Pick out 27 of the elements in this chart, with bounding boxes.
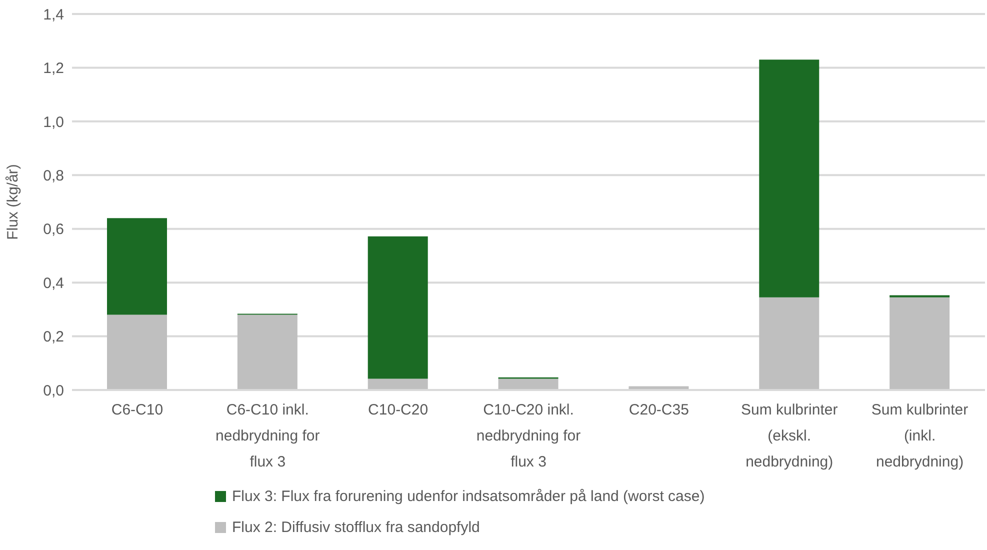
y-axis-title: Flux (kg/år) — [4, 164, 22, 240]
y-tick-label: 1,4 — [43, 6, 64, 24]
x-tick-label: C20-C35 — [628, 402, 689, 419]
x-tick-label: C6-C10 inkl. nedbrydning for flux 3 — [216, 402, 320, 471]
bar — [107, 218, 167, 315]
bar — [890, 297, 950, 390]
bar — [368, 236, 428, 379]
x-tick-label: Sum kulbrinter (ekskl. nedbrydning) — [741, 402, 838, 471]
y-tick-label: 0,0 — [43, 382, 64, 400]
legend-label: Flux 3: Flux fra forurening udenfor indsatsområder på land (worst case) — [232, 488, 705, 505]
y-tick-label: 0,8 — [43, 167, 64, 184]
y-tick-label: 1,0 — [43, 114, 64, 131]
x-tick-label: Sum kulbrinter (inkl. nedbrydning) — [871, 402, 968, 471]
legend-label: Flux 2: Diffusiv stofflux fra sandopfyld — [232, 519, 480, 536]
x-tick-label: C10-C20 — [368, 402, 428, 419]
bar — [368, 378, 428, 390]
y-tick-label: 0,4 — [43, 274, 64, 292]
y-tick-label: 1,2 — [43, 60, 64, 78]
x-tick-label: C10-C20 inkl. nedbrydning for flux 3 — [476, 402, 581, 471]
y-tick-label: 0,6 — [43, 221, 64, 238]
bar — [759, 60, 820, 298]
bar — [498, 378, 558, 390]
bar — [759, 297, 820, 390]
x-tick-label: C6-C10 — [111, 402, 164, 419]
bar — [237, 314, 298, 390]
bar — [107, 314, 167, 390]
y-tick-label: 0,2 — [43, 328, 64, 346]
